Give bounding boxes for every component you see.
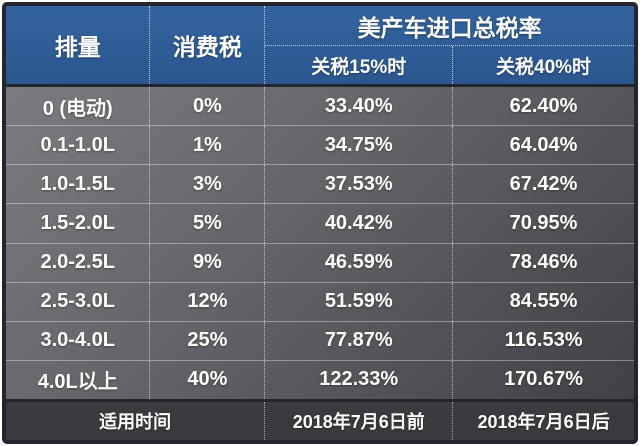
header-tariff-15: 关税15%时 [265, 46, 454, 84]
table-footer: 适用时间 2018年7月6日前 2018年7月6日后 [6, 402, 634, 440]
cell-displacement: 2.0-2.5L [6, 243, 151, 282]
cell-consumption-tax: 9% [150, 243, 266, 282]
cell-rate-15: 77.87% [265, 321, 454, 360]
cell-displacement: 1.5-2.0L [6, 204, 151, 243]
cell-rate-40: 116.53% [504, 329, 583, 352]
cell-displacement: 0.1-1.0L [6, 126, 151, 165]
cell-rate-15: 46.59% [265, 243, 454, 282]
cell-consumption-tax: 3% [150, 165, 266, 204]
table-row: 4.0L以上 40% 122.33% 170.67% [6, 359, 634, 399]
cell-rate-40: 62.40% [509, 94, 578, 117]
cell-rate-40: 170.67% [504, 368, 584, 391]
cell-rate-15: 34.75% [265, 126, 454, 165]
cell-consumption-tax: 40% [150, 360, 266, 399]
cell-rate-15: 37.53% [265, 165, 454, 204]
cell-consumption-tax: 1% [150, 126, 266, 165]
cell-displacement: 1.0-1.5L [6, 165, 151, 204]
table-inner: 排量 消费税 美产车进口总税率 关税15%时 关税40%时 0 (电动) 0% … [6, 6, 634, 440]
table-row: 2.5-3.0L 12% 51.59% 84.55% [6, 281, 634, 321]
cell-rate-15: 33.40% [265, 87, 454, 126]
cell-rate-40: 78.46% [509, 251, 578, 274]
header-tariff-40: 关税40%时 [496, 56, 592, 78]
cell-consumption-tax: 25% [150, 321, 266, 360]
header-displacement: 排量 [6, 6, 151, 84]
table-row: 0.1-1.0L 1% 34.75% 64.04% [6, 125, 634, 165]
cell-consumption-tax: 12% [150, 282, 266, 321]
table-row: 3.0-4.0L 25% 77.87% 116.53% [6, 320, 634, 360]
header-total-rate-group: 美产车进口总税率 [265, 6, 634, 46]
cell-rate-15: 122.33% [265, 360, 454, 399]
table-body: 0 (电动) 0% 33.40% 62.40% 0.1-1.0L 1% 34.7… [6, 87, 634, 399]
table-header: 排量 消费税 美产车进口总税率 关税15%时 关税40%时 [6, 6, 634, 84]
table-row: 2.0-2.5L 9% 46.59% 78.46% [6, 242, 634, 282]
cell-displacement: 4.0L以上 [6, 360, 151, 399]
cell-consumption-tax: 5% [150, 204, 266, 243]
table-row: 1.0-1.5L 3% 37.53% 67.42% [6, 164, 634, 204]
cell-rate-15: 51.59% [265, 282, 454, 321]
cell-displacement: 3.0-4.0L [6, 321, 151, 360]
cell-displacement: 2.5-3.0L [6, 282, 151, 321]
footer-before-date: 2018年7月6日前 [265, 402, 454, 440]
cell-displacement: 0 (电动) [6, 87, 151, 126]
table-row: 1.5-2.0L 5% 40.42% 70.95% [6, 203, 634, 243]
header-consumption-tax: 消费税 [150, 6, 266, 84]
cell-consumption-tax: 0% [150, 87, 266, 126]
footer-after-date: 2018年7月6日后 [477, 412, 610, 432]
footer-applicable-time-label: 适用时间 [6, 402, 266, 440]
cell-rate-15: 40.42% [265, 204, 454, 243]
cell-rate-40: 67.42% [509, 172, 578, 195]
cell-rate-40: 70.95% [509, 211, 578, 234]
table-row: 0 (电动) 0% 33.40% 62.40% [6, 87, 634, 126]
cell-rate-40: 84.55% [509, 290, 578, 313]
cell-rate-40: 64.04% [509, 133, 578, 156]
